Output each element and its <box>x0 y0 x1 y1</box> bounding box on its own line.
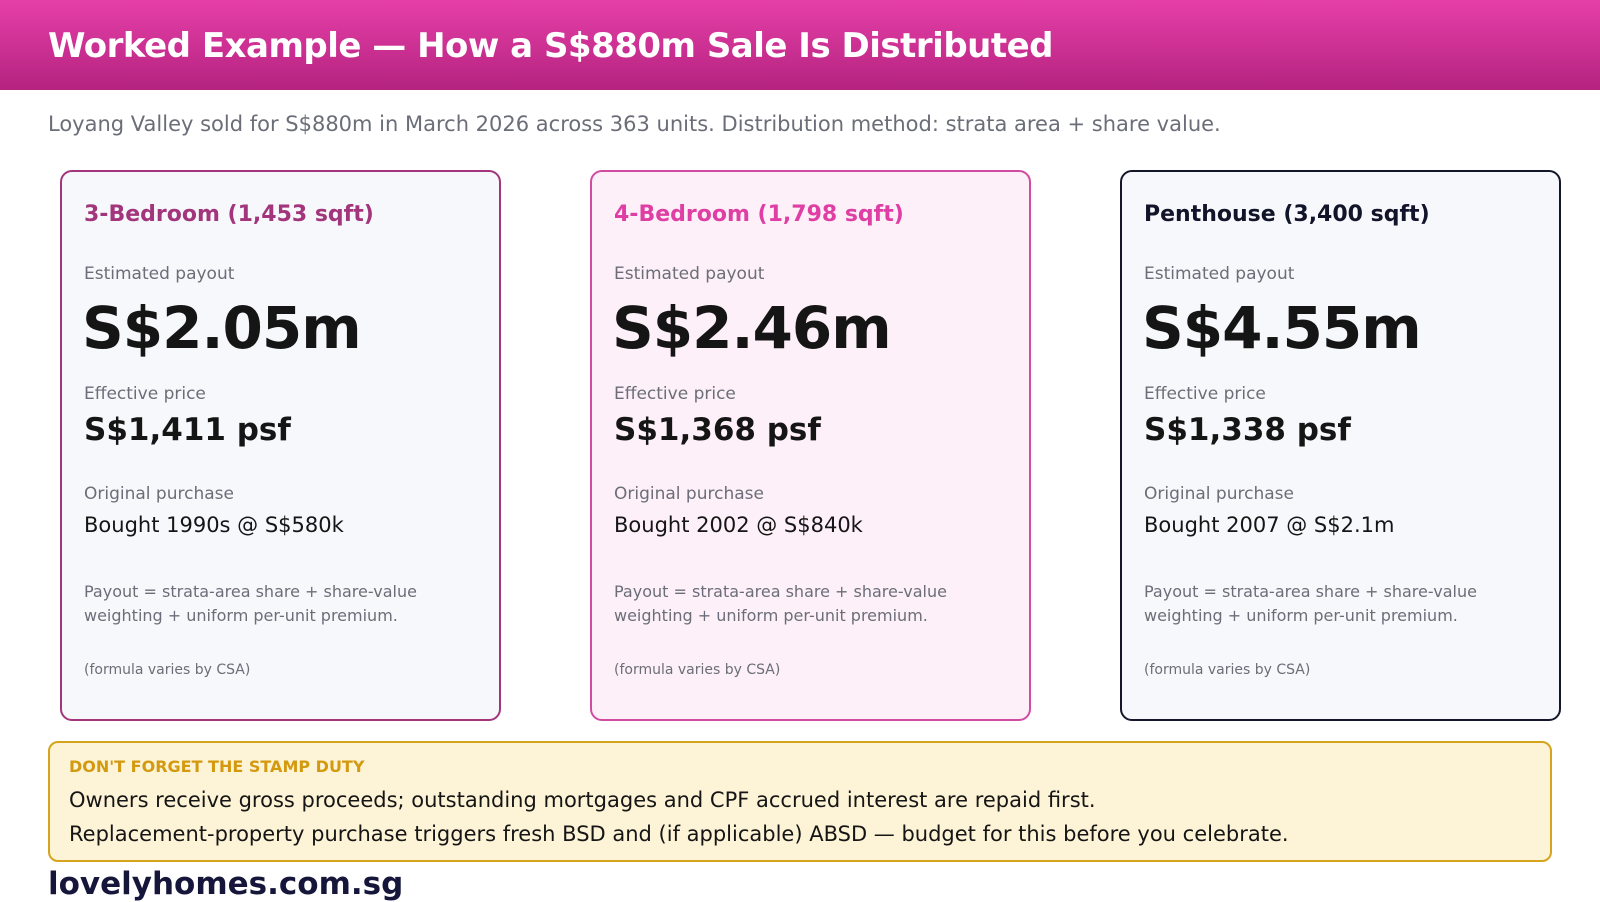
stamp-duty-callout: DON'T FORGET THE STAMP DUTY Owners recei… <box>48 741 1552 862</box>
card-4-bedroom: 4-Bedroom (1,798 sqft) Estimated payout … <box>590 170 1031 721</box>
psf-value: S$1,368 psf <box>614 412 821 448</box>
page-title: Worked Example — How a S$880m Sale Is Di… <box>48 26 1054 66</box>
payout-value: S$2.05m <box>82 294 362 362</box>
payout-value: S$4.55m <box>1142 294 1422 362</box>
psf-label: Effective price <box>1144 384 1266 404</box>
purchase-label: Original purchase <box>1144 484 1294 504</box>
psf-label: Effective price <box>84 384 206 404</box>
payout-label: Estimated payout <box>84 264 235 284</box>
purchase-value: Bought 2007 @ S$2.1m <box>1144 513 1395 537</box>
callout-line: Replacement-property purchase triggers f… <box>69 822 1289 846</box>
purchase-value: Bought 2002 @ S$840k <box>614 513 863 537</box>
header-banner: Worked Example — How a S$880m Sale Is Di… <box>0 0 1600 90</box>
formula-note: (formula varies by CSA) <box>1144 662 1311 678</box>
payout-label: Estimated payout <box>1144 264 1295 284</box>
purchase-value: Bought 1990s @ S$580k <box>84 513 344 537</box>
psf-value: S$1,411 psf <box>84 412 291 448</box>
formula-note: (formula varies by CSA) <box>84 662 251 678</box>
callout-line: Owners receive gross proceeds; outstandi… <box>69 788 1096 812</box>
card-title: Penthouse (3,400 sqft) <box>1144 202 1430 227</box>
page-subtitle: Loyang Valley sold for S$880m in March 2… <box>48 112 1221 136</box>
purchase-label: Original purchase <box>614 484 764 504</box>
psf-label: Effective price <box>614 384 736 404</box>
formula-text: Payout = strata-area share + share-value… <box>1144 582 1477 625</box>
callout-title: DON'T FORGET THE STAMP DUTY <box>69 757 365 776</box>
card-title: 3-Bedroom (1,453 sqft) <box>84 202 374 227</box>
card-penthouse: Penthouse (3,400 sqft) Estimated payout … <box>1120 170 1561 721</box>
formula-text: Payout = strata-area share + share-value… <box>614 582 947 625</box>
payout-label: Estimated payout <box>614 264 765 284</box>
card-title: 4-Bedroom (1,798 sqft) <box>614 202 904 227</box>
formula-text: Payout = strata-area share + share-value… <box>84 582 417 625</box>
brand-footer: lovelyhomes.com.sg <box>48 866 404 902</box>
payout-value: S$2.46m <box>612 294 892 362</box>
purchase-label: Original purchase <box>84 484 234 504</box>
formula-note: (formula varies by CSA) <box>614 662 781 678</box>
psf-value: S$1,338 psf <box>1144 412 1351 448</box>
card-3-bedroom: 3-Bedroom (1,453 sqft) Estimated payout … <box>60 170 501 721</box>
